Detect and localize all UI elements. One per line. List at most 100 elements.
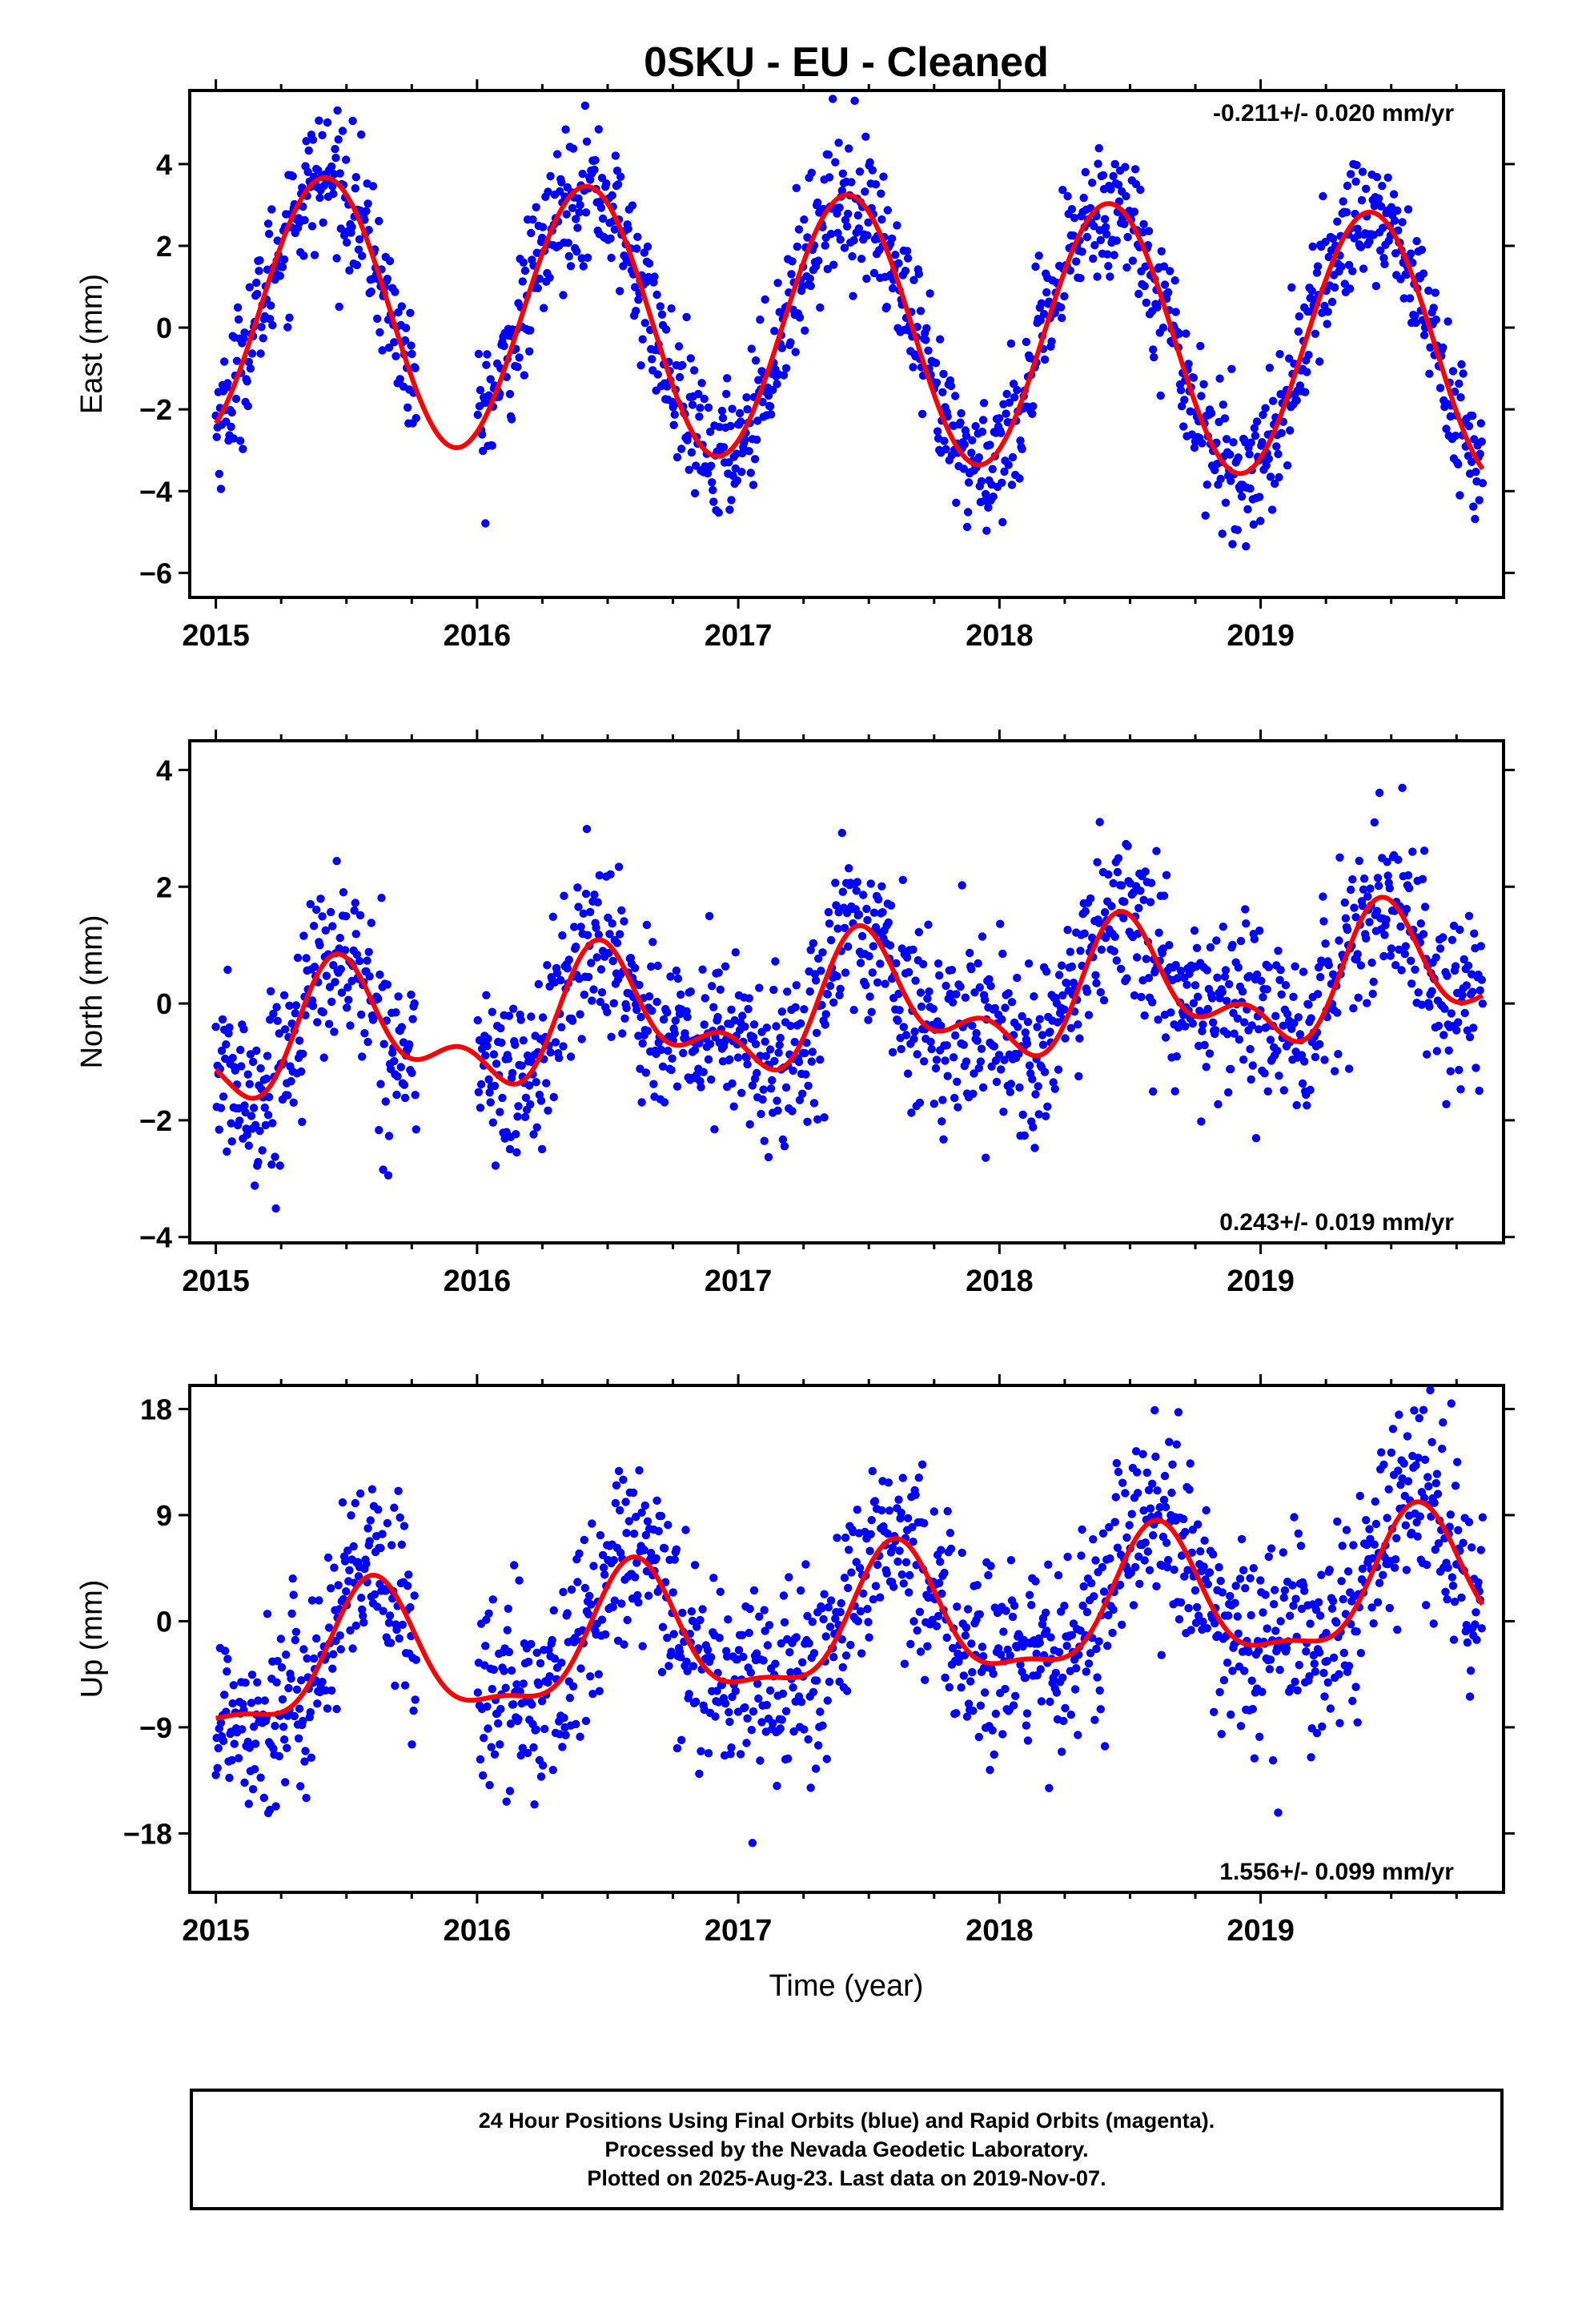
data-point [211, 1771, 220, 1779]
data-point [319, 218, 327, 227]
data-point [902, 247, 912, 255]
data-point [777, 344, 786, 352]
data-point [757, 1718, 766, 1727]
data-point [751, 1039, 761, 1049]
data-point [1246, 1574, 1255, 1583]
data-point [781, 1083, 791, 1092]
data-point [1236, 936, 1246, 946]
data-point [1264, 454, 1274, 464]
data-point [1349, 1003, 1358, 1013]
data-point [1146, 898, 1155, 907]
data-point [1088, 933, 1097, 943]
data-point [516, 1015, 525, 1024]
data-point [805, 987, 814, 996]
data-point [942, 1633, 951, 1642]
data-point [913, 1050, 921, 1059]
data-point [1337, 1577, 1346, 1586]
data-point [616, 172, 625, 181]
data-point [779, 371, 789, 380]
data-point [299, 1049, 307, 1059]
data-point [1241, 1584, 1250, 1593]
data-point [758, 397, 767, 407]
data-point [833, 228, 842, 238]
data-point [741, 1703, 749, 1712]
data-point [960, 440, 970, 449]
data-point [1086, 894, 1095, 903]
data-point [1256, 1576, 1265, 1585]
data-point [1034, 251, 1043, 260]
data-point [1264, 1552, 1274, 1562]
data-point [1218, 987, 1227, 997]
data-point [1339, 1648, 1349, 1658]
data-point [340, 1557, 350, 1566]
data-point [411, 364, 420, 372]
data-point [1109, 879, 1118, 888]
data-point [1271, 1586, 1279, 1594]
data-point [892, 959, 901, 968]
data-point [849, 235, 858, 245]
data-point [1005, 398, 1014, 407]
data-point [970, 1069, 978, 1078]
data-point [412, 1125, 420, 1134]
data-point [877, 882, 886, 891]
data-point [1264, 963, 1274, 971]
data-point [1365, 1525, 1374, 1534]
data-point [358, 251, 367, 260]
data-point [1234, 963, 1243, 972]
data-point [942, 981, 950, 991]
data-point [1258, 1687, 1267, 1696]
data-point [503, 1626, 512, 1634]
data-point [1395, 1410, 1403, 1419]
data-point [1363, 892, 1372, 901]
data-point [1407, 956, 1415, 966]
data-point [231, 1066, 240, 1075]
data-point [745, 994, 753, 1003]
data-point [1450, 1597, 1460, 1606]
data-point [762, 1023, 771, 1032]
data-point [798, 1089, 807, 1099]
data-point [967, 964, 976, 974]
data-point [681, 1034, 690, 1043]
data-point [951, 1031, 960, 1040]
data-point [998, 1730, 1007, 1739]
data-point [223, 1147, 231, 1156]
data-point [258, 1146, 267, 1155]
data-point [796, 1586, 805, 1595]
data-point [1280, 1586, 1290, 1595]
data-point [1449, 1635, 1459, 1644]
data-point [1149, 345, 1158, 354]
data-point [1032, 1649, 1041, 1659]
data-point [564, 251, 573, 261]
data-point [1200, 1040, 1209, 1050]
data-point [760, 1136, 769, 1145]
data-point [622, 1003, 631, 1012]
data-point [1037, 1697, 1046, 1706]
data-point [804, 1735, 813, 1744]
data-point [1134, 1552, 1143, 1561]
data-point [1082, 987, 1092, 996]
data-point [1081, 167, 1090, 177]
x-tick-label: 2017 [705, 619, 773, 653]
data-point [687, 1607, 697, 1616]
data-point [1066, 266, 1075, 275]
data-point [1009, 380, 1018, 388]
data-point [714, 508, 723, 517]
data-point [1046, 1027, 1054, 1036]
data-point [409, 1707, 418, 1715]
data-point [390, 338, 399, 347]
data-point [976, 1057, 986, 1066]
data-point [1218, 529, 1227, 538]
data-point [773, 1781, 781, 1791]
data-point [271, 1802, 280, 1811]
data-point [773, 1106, 782, 1116]
data-point [1379, 1460, 1388, 1470]
data-point [1187, 1548, 1197, 1558]
north-axes-frame [188, 739, 1505, 1244]
data-point [400, 1681, 410, 1690]
data-point [240, 1101, 249, 1110]
data-point [826, 229, 836, 239]
data-point [825, 1677, 834, 1687]
data-point [1355, 856, 1364, 866]
data-point [716, 1587, 725, 1596]
data-point [994, 414, 1004, 423]
